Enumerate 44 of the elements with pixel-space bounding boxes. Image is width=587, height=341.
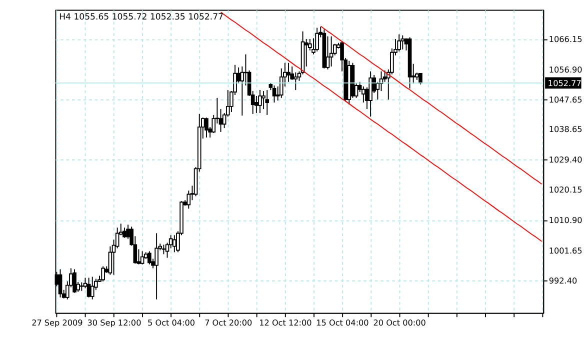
candlestick <box>122 227 126 238</box>
x-tick-label: 7 Oct 20:00 <box>204 318 252 328</box>
x-tick-label: 12 Oct 12:00 <box>259 318 312 328</box>
candlestick <box>329 36 334 67</box>
candlestick <box>172 234 176 253</box>
y-tick-label: 1038.65 <box>548 124 582 134</box>
candlestick <box>315 27 319 52</box>
chart-title: H4 1055.65 1055.72 1052.35 1052.77 <box>59 12 224 22</box>
candlestick <box>265 90 270 116</box>
candlestick <box>258 90 262 114</box>
candlestick <box>294 72 298 91</box>
candlestick <box>286 62 290 82</box>
candlestick <box>272 84 276 103</box>
x-tick-label: 15 Oct 04:00 <box>316 318 369 328</box>
candlestick <box>58 268 62 298</box>
y-tick-label: 992.40 <box>548 276 578 286</box>
candlestick <box>397 34 401 52</box>
y-tick-label: 1029.40 <box>548 154 582 164</box>
y-tick-label: 1066.15 <box>548 34 582 44</box>
candlestick <box>362 86 366 103</box>
candlestick <box>148 250 152 265</box>
x-tick-label: 30 Sep 12:00 <box>87 318 142 328</box>
x-tick-label: 5 Oct 04:00 <box>148 318 196 328</box>
candlestick <box>90 276 94 300</box>
ref-line-label: 1052.77 <box>548 78 582 88</box>
y-tick-label: 1010.90 <box>548 214 582 225</box>
candlestick <box>400 34 405 50</box>
candlestick <box>326 36 330 70</box>
candlestick <box>86 277 91 298</box>
candlestick <box>72 268 76 294</box>
candlestick <box>154 232 158 300</box>
x-tick-label: 27 Sep 2009 <box>32 318 83 328</box>
y-tick-label: 1001.65 <box>548 245 582 256</box>
candlestick <box>204 117 208 138</box>
x-tick-label: 20 Oct 00:00 <box>373 318 426 328</box>
y-tick-label: 1056.90 <box>548 64 582 74</box>
y-tick-label: 1020.15 <box>548 184 582 195</box>
candlestick <box>140 250 144 265</box>
y-tick-label: 1047.65 <box>548 94 582 105</box>
candlestick <box>254 95 258 114</box>
candlestick <box>418 72 422 85</box>
candlestick <box>101 266 105 282</box>
candlestick <box>368 70 372 118</box>
line-series <box>320 26 542 185</box>
